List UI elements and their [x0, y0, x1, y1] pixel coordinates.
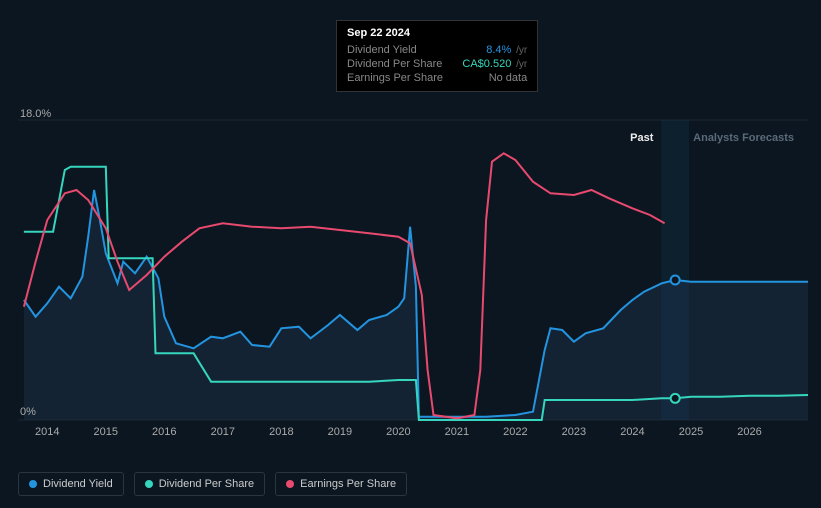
- legend-dot-icon: [286, 480, 294, 488]
- x-axis-tick-label: 2026: [737, 426, 761, 438]
- tooltip-row-value: CA$0.520 /yr: [462, 58, 527, 70]
- tooltip-date: Sep 22 2024: [347, 27, 527, 39]
- tooltip-row-label: Earnings Per Share: [347, 72, 443, 84]
- x-axis-tick-label: 2022: [503, 426, 527, 438]
- legend-dot-icon: [29, 480, 37, 488]
- legend-label: Earnings Per Share: [300, 478, 396, 490]
- forecast-region-label: Analysts Forecasts: [693, 132, 794, 144]
- x-axis-tick-label: 2014: [35, 426, 59, 438]
- tooltip-row: Dividend Per Share CA$0.520 /yr: [347, 57, 527, 71]
- x-axis-tick-label: 2015: [94, 426, 118, 438]
- x-axis-tick-label: 2019: [328, 426, 352, 438]
- tooltip-row-value: 8.4% /yr: [486, 44, 527, 56]
- tooltip-row-label: Dividend Yield: [347, 44, 417, 56]
- tooltip: Sep 22 2024 Dividend Yield8.4% /yrDivide…: [336, 20, 538, 92]
- past-region-label: Past: [630, 132, 653, 144]
- legend-item[interactable]: Dividend Yield: [18, 472, 124, 496]
- tooltip-row: Dividend Yield 8.4% /yr: [347, 43, 527, 57]
- legend-item[interactable]: Dividend Per Share: [134, 472, 265, 496]
- tooltip-row: Earnings Per Share No data: [347, 71, 527, 85]
- tooltip-row-value: No data: [489, 72, 528, 84]
- x-axis-tick-label: 2020: [386, 426, 410, 438]
- x-axis-tick-label: 2025: [679, 426, 703, 438]
- y-axis-tick-label: 0%: [20, 406, 36, 418]
- legend-dot-icon: [145, 480, 153, 488]
- legend: Dividend Yield Dividend Per Share Earnings…: [18, 472, 407, 496]
- cursor-marker: [671, 394, 680, 403]
- x-axis-tick-label: 2016: [152, 426, 176, 438]
- cursor-marker: [671, 276, 680, 285]
- x-axis-tick-label: 2024: [620, 426, 644, 438]
- x-axis-tick-label: 2023: [562, 426, 586, 438]
- x-axis-tick-label: 2018: [269, 426, 293, 438]
- x-axis-tick-label: 2017: [211, 426, 235, 438]
- tooltip-row-label: Dividend Per Share: [347, 58, 442, 70]
- legend-label: Dividend Per Share: [159, 478, 254, 490]
- chart-container: Sep 22 2024 Dividend Yield8.4% /yrDivide…: [0, 0, 821, 508]
- legend-label: Dividend Yield: [43, 478, 113, 490]
- legend-item[interactable]: Earnings Per Share: [275, 472, 407, 496]
- x-axis-tick-label: 2021: [445, 426, 469, 438]
- y-axis-tick-label: 18.0%: [20, 108, 51, 120]
